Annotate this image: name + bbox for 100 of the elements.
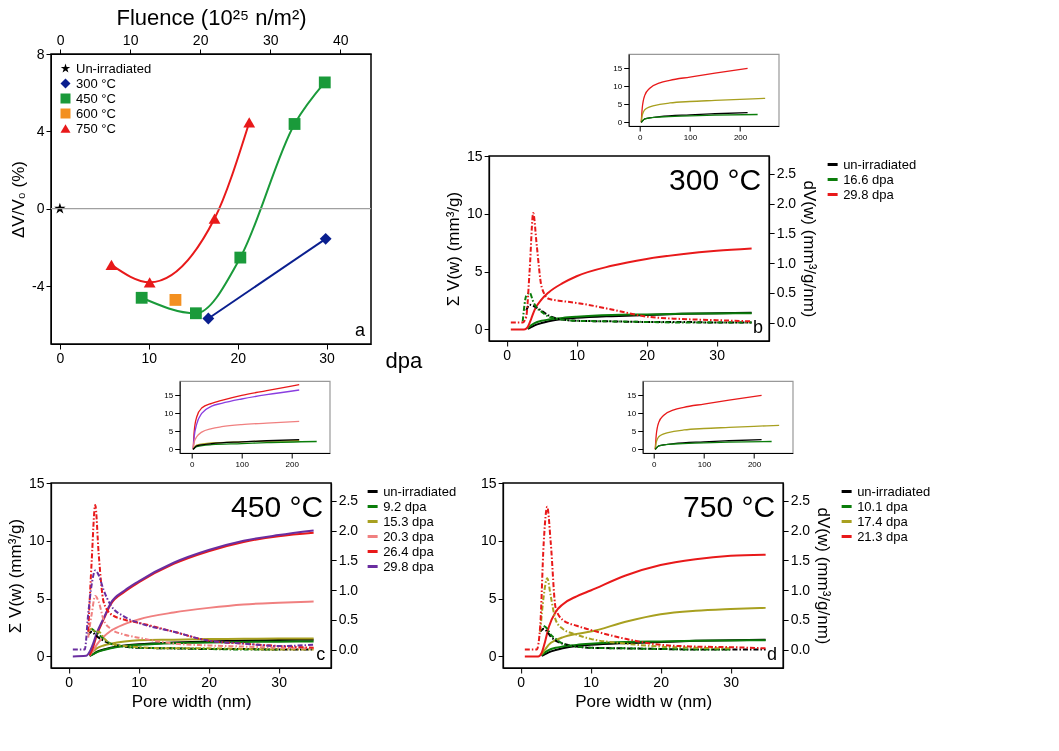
x-tick-label: 0 xyxy=(517,673,526,690)
legend-label: 600 °C xyxy=(76,105,116,121)
legend-label: 21.3 dpa xyxy=(857,528,909,544)
x-tick-label: 20 xyxy=(201,673,218,690)
legend-label: 10.1 dpa xyxy=(857,498,909,514)
y2-tick-label: 0.5 xyxy=(338,611,359,628)
y2-tick-label: 1.0 xyxy=(790,581,811,598)
y-tick-label: 15 xyxy=(481,474,497,491)
legend-label: 450 °C xyxy=(76,90,116,106)
x2-axis-title: Fluence (10²⁵ n/m²) xyxy=(116,4,307,30)
line-series xyxy=(192,420,300,451)
point xyxy=(189,307,202,320)
y2-tick-label: 1.5 xyxy=(790,551,811,568)
x-tick-label: 20 xyxy=(653,673,670,690)
y2-axis-title: dV(w) (mm³/g/nm) xyxy=(814,507,834,645)
legend-label: 9.2 dpa xyxy=(383,498,428,514)
y2-tick-label: 0.0 xyxy=(776,314,797,331)
y2-tick-label: 0.0 xyxy=(790,641,811,658)
line-series xyxy=(640,97,766,124)
y-tick-label: 10 xyxy=(164,408,174,418)
x-axis-title: dpa xyxy=(385,347,423,373)
y2-tick-label: 0.0 xyxy=(338,641,359,658)
annotation: a xyxy=(354,320,366,340)
legend-label: 29.8 dpa xyxy=(843,186,895,202)
y-tick-label: 0 xyxy=(36,647,45,664)
y-tick-label: 0 xyxy=(617,117,623,127)
x-tick-label: 100 xyxy=(683,132,698,142)
x2-tick-label: 30 xyxy=(262,31,279,48)
annotation: d xyxy=(767,644,778,664)
x-tick-label: 30 xyxy=(319,349,336,366)
line-series xyxy=(654,424,780,451)
legend-label: un-irradiated xyxy=(843,156,917,172)
y-tick-label: 10 xyxy=(627,408,637,418)
point xyxy=(202,312,215,325)
x-tick-label: 200 xyxy=(733,132,748,142)
legend-label: 750 °C xyxy=(76,120,116,136)
y-tick-label: 10 xyxy=(467,205,483,222)
y2-tick-label: 2.0 xyxy=(790,522,811,539)
x2-tick-label: 40 xyxy=(332,31,349,48)
legend-label: 15.3 dpa xyxy=(383,513,435,529)
chart-title: 300 °C xyxy=(669,163,762,196)
y-tick-label: 0 xyxy=(631,444,637,454)
y-tick-label: 5 xyxy=(488,590,497,607)
y-axis-title: ΔV/V₀ (%) xyxy=(9,161,29,238)
x-tick-label: 0 xyxy=(56,349,65,366)
x-tick-label: 10 xyxy=(141,349,158,366)
legend-label: Un-irradiated xyxy=(76,60,152,76)
y-tick-label: 15 xyxy=(627,390,637,400)
x-tick-label: 20 xyxy=(639,346,656,363)
y-tick-label: 10 xyxy=(481,532,497,549)
point xyxy=(208,213,221,224)
legend-label: 20.3 dpa xyxy=(383,528,435,544)
y2-tick-label: 2.5 xyxy=(776,165,797,182)
legend-label: 16.6 dpa xyxy=(843,171,895,187)
x-tick-label: 0 xyxy=(189,459,195,469)
x2-tick-label: 10 xyxy=(122,31,139,48)
y2-tick-label: 1.5 xyxy=(776,224,797,241)
legend-label: 17.4 dpa xyxy=(857,513,909,529)
y-tick-label: 5 xyxy=(168,426,174,436)
y-tick-label: -4 xyxy=(32,277,45,294)
x-tick-label: 30 xyxy=(723,673,740,690)
y-tick-label: 5 xyxy=(631,426,637,436)
x-tick-label: 10 xyxy=(131,673,148,690)
y-tick-label: 5 xyxy=(474,263,483,280)
point xyxy=(318,76,331,89)
legend-label: un-irradiated xyxy=(383,483,457,499)
x-tick-label: 200 xyxy=(747,459,762,469)
point xyxy=(319,232,332,245)
x-tick-label: 100 xyxy=(697,459,712,469)
x-tick-label: 10 xyxy=(583,673,600,690)
legend-label: 29.8 dpa xyxy=(383,558,435,574)
y2-tick-label: 2.5 xyxy=(338,492,359,509)
y-axis-title: Σ V(w) (mm³/g) xyxy=(6,518,26,634)
x-tick-label: 0 xyxy=(503,346,512,363)
y-tick-label: 4 xyxy=(36,122,45,139)
y2-tick-label: 2.0 xyxy=(776,195,797,212)
x-tick-label: 200 xyxy=(285,459,300,469)
y-tick-label: 15 xyxy=(613,63,623,73)
x2-tick-label: 0 xyxy=(56,31,65,48)
legend-label: 300 °C xyxy=(76,75,116,91)
y-tick-label: 5 xyxy=(617,99,623,109)
chart-title: 750 °C xyxy=(683,490,776,523)
x-tick-label: 20 xyxy=(230,349,247,366)
line-series xyxy=(640,113,759,124)
point xyxy=(288,118,301,130)
point xyxy=(105,259,118,271)
y-tick-label: 0 xyxy=(488,647,497,664)
x-tick-label: 30 xyxy=(271,673,288,690)
y2-tick-label: 2.0 xyxy=(338,522,359,539)
y-tick-label: 8 xyxy=(36,45,45,62)
point xyxy=(135,291,148,304)
line-series xyxy=(654,440,773,451)
x-axis-title: Pore width (nm) xyxy=(131,691,252,711)
y-tick-label: 15 xyxy=(29,474,45,491)
y-tick-label: 0 xyxy=(168,444,174,454)
y-tick-label: 10 xyxy=(29,532,45,549)
y2-tick-label: 1.5 xyxy=(338,551,359,568)
point xyxy=(169,294,182,306)
y2-tick-label: 1.0 xyxy=(338,581,359,598)
y-tick-label: 5 xyxy=(36,590,45,607)
